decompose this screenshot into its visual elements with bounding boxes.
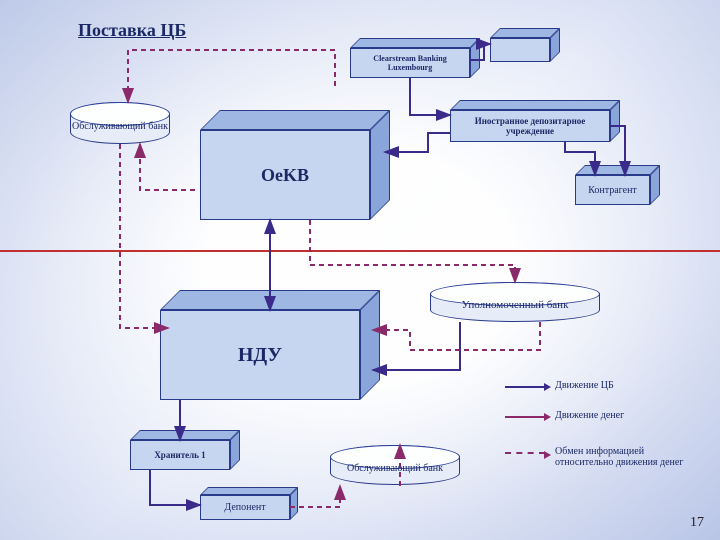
edge-11 bbox=[140, 144, 195, 190]
legend-line-0 bbox=[505, 386, 545, 388]
node-serv_bank_top: Обслуживающий банк bbox=[70, 102, 170, 144]
node-counterparty: Контрагент bbox=[575, 175, 650, 205]
node-label-clearstream: Clearstream Banking Luxembourg bbox=[350, 48, 470, 78]
node-label-auth_bank: Уполномоченный банк bbox=[462, 293, 569, 311]
node-custodian: Хранитель 1 bbox=[130, 440, 230, 470]
legend-label-2: Обмен информацией относительно движения … bbox=[555, 446, 695, 468]
node-clearstream: Clearstream Banking Luxembourg bbox=[350, 48, 470, 78]
node-label-foreign_dep: Иностранное депозитарное учреждение bbox=[450, 110, 610, 142]
edge-9 bbox=[120, 144, 168, 328]
node-label-custodian: Хранитель 1 bbox=[130, 440, 230, 470]
node-ndu: НДУ bbox=[160, 310, 360, 400]
edge-15 bbox=[373, 322, 540, 350]
node-label-oekb: OeKB bbox=[200, 130, 370, 220]
legend-label-0: Движение ЦБ bbox=[555, 380, 695, 391]
node-label-counterparty: Контрагент bbox=[575, 175, 650, 205]
edge-1 bbox=[410, 78, 450, 115]
node-label-deponent: Депонент bbox=[200, 495, 290, 520]
legend-line-1 bbox=[505, 416, 545, 418]
node-deponent: Депонент bbox=[200, 495, 290, 520]
page-number: 17 bbox=[690, 515, 704, 531]
node-label-serv_bank_bot: Обслуживающий банк bbox=[347, 457, 443, 474]
edge-2 bbox=[385, 133, 450, 152]
node-label-ndu: НДУ bbox=[160, 310, 360, 400]
edge-6 bbox=[373, 322, 460, 370]
node-oekb: OeKB bbox=[200, 130, 370, 220]
node-topright_box bbox=[490, 38, 550, 62]
node-serv_bank_bot: Обслуживающий банк bbox=[330, 445, 460, 485]
edge-8 bbox=[150, 470, 200, 505]
page-title: Поставка ЦБ bbox=[78, 20, 186, 41]
legend-label-1: Движение денег bbox=[555, 410, 695, 421]
legend-line-2 bbox=[505, 452, 545, 454]
edge-10 bbox=[128, 50, 335, 102]
node-label-serv_bank_top: Обслуживающий банк bbox=[72, 115, 168, 132]
node-label-topright_box bbox=[490, 38, 550, 62]
node-foreign_dep: Иностранное депозитарное учреждение bbox=[450, 110, 610, 142]
divider-line bbox=[0, 250, 720, 252]
node-auth_bank: Уполномоченный банк bbox=[430, 282, 600, 322]
